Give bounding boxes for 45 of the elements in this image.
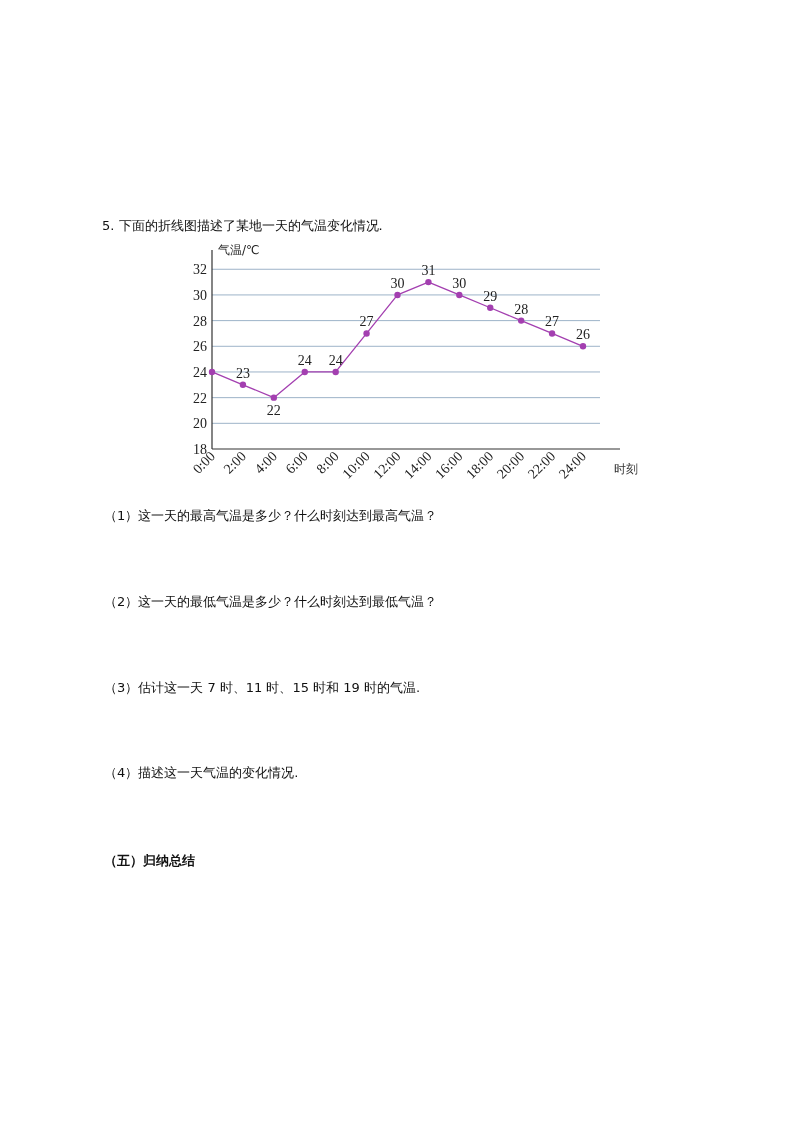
point — [208, 368, 216, 376]
data-label: 22 — [266, 402, 281, 418]
data-label: 28 — [514, 301, 529, 317]
point — [394, 291, 401, 299]
point — [579, 343, 587, 350]
data-label: 30 — [452, 275, 467, 291]
x-tick-label: 4:00 — [251, 448, 280, 477]
point — [301, 368, 308, 376]
point — [270, 394, 278, 401]
y-tick-label: 26 — [193, 339, 207, 355]
text: （2）这一天的最低气温是多少？什么时刻达到最低气温？ — [104, 594, 438, 609]
x-tick-label: 2:00 — [220, 448, 250, 477]
data-label: 24 — [328, 352, 343, 368]
point — [548, 330, 556, 337]
data-label: 26 — [576, 327, 590, 343]
data-label: 31 — [421, 263, 436, 279]
x-axis-title: 时刻 — [614, 462, 638, 476]
data-label: 30 — [390, 275, 405, 291]
point — [456, 291, 463, 299]
y-axis-title: 气温/℃ — [218, 243, 260, 257]
data-label: 29 — [483, 288, 498, 304]
data-label: 27 — [545, 314, 560, 330]
data-label: 27 — [359, 314, 374, 330]
y-tick-label: 22 — [193, 390, 207, 406]
point — [517, 317, 525, 324]
chart-title: 5. 下面的折线图描述了某地一天的气温变化情况. — [102, 218, 383, 233]
point — [487, 304, 494, 311]
text: （五）归纳总结 — [104, 853, 195, 868]
point — [332, 368, 339, 376]
x-tick-label: 6:00 — [282, 448, 311, 477]
y-tick-label: 18 — [193, 442, 207, 457]
data-label: 24 — [297, 352, 312, 368]
text: （1）这一天的最高气温是多少？什么时刻达到最高气温？ — [104, 508, 438, 523]
point — [425, 278, 432, 286]
y-tick-label: 30 — [193, 287, 207, 303]
y-tick-label: 28 — [193, 313, 207, 329]
data-label: 23 — [235, 365, 250, 381]
x-tick-label: 8:00 — [313, 448, 342, 477]
text: （4）描述这一天气温的变化情况. — [104, 765, 299, 780]
y-tick-label: 24 — [193, 364, 207, 380]
y-tick-label: 32 — [193, 262, 207, 278]
point — [239, 381, 247, 389]
point — [363, 330, 370, 337]
text: （3）估计这一天 7 时、11 时、15 时和 19 时的气温. — [104, 680, 421, 695]
y-tick-label: 20 — [193, 416, 207, 432]
